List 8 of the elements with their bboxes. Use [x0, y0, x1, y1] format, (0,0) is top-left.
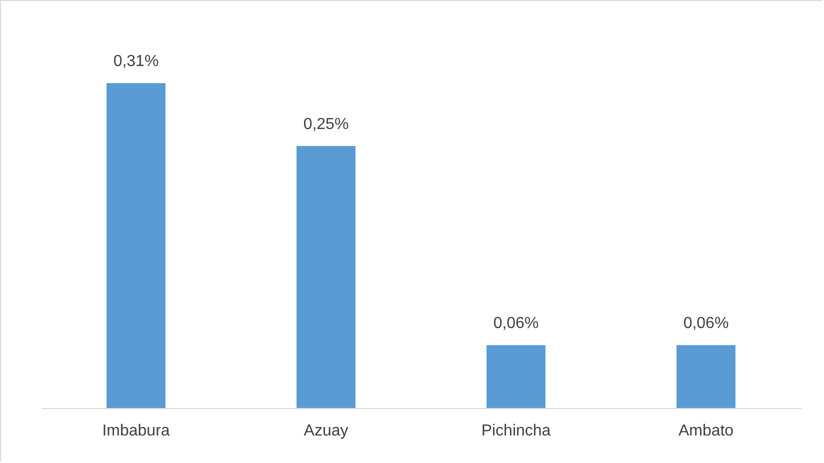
x-tick-label: Pichincha [481, 422, 551, 440]
data-label: 0,06% [683, 315, 729, 332]
x-tick-label: Imbabura [102, 422, 170, 440]
x-tick-label: Ambato [678, 422, 734, 440]
data-label: 0,25% [303, 116, 349, 133]
x-tick-label: Azuay [304, 422, 348, 440]
data-label: 0,06% [493, 315, 539, 332]
data-label: 0,31% [113, 53, 159, 70]
